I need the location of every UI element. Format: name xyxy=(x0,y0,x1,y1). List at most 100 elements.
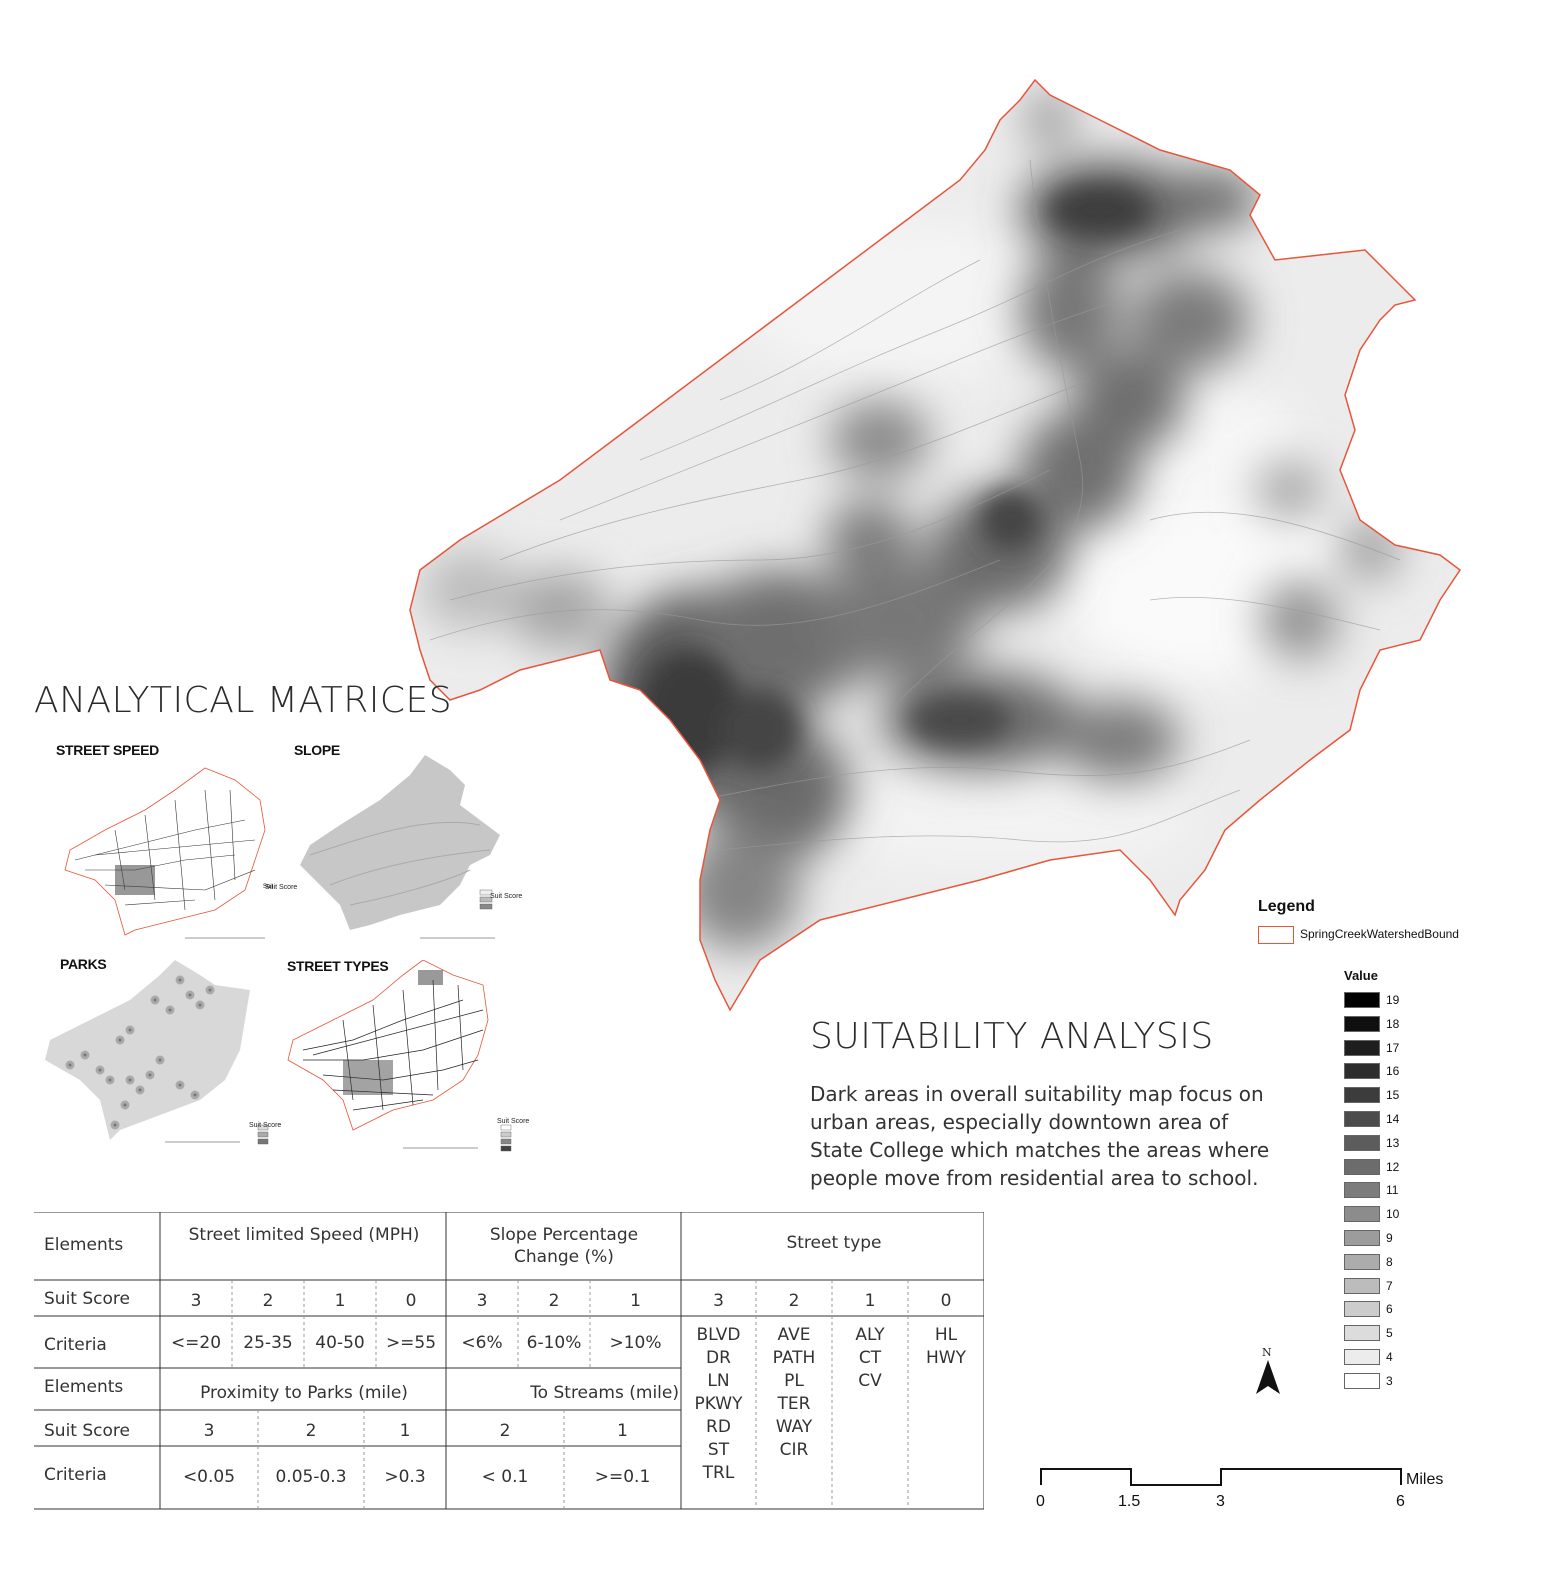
parks-map xyxy=(45,960,269,1145)
value-swatch xyxy=(1344,992,1380,1008)
value-label: 15 xyxy=(1386,1088,1400,1103)
street-type-code: BLVD xyxy=(696,1325,741,1345)
street-type-code: LN xyxy=(707,1371,730,1391)
value-swatch xyxy=(1344,1372,1380,1389)
value-swatch xyxy=(1344,1301,1380,1318)
suit-score-cell: 3 xyxy=(713,1291,724,1311)
street-type-code: HL xyxy=(934,1325,958,1345)
value-swatch xyxy=(1344,1111,1380,1127)
scale-tick-1: 1.5 xyxy=(1118,1493,1141,1510)
value-swatch xyxy=(1344,1253,1380,1270)
street-type-code: DR xyxy=(706,1348,731,1368)
suit-score-cell: 3 xyxy=(190,1291,202,1311)
value-label: 9 xyxy=(1386,1231,1393,1245)
elements-label: Elements xyxy=(44,1235,124,1255)
suit-score-cell: 1 xyxy=(334,1291,346,1311)
suit-score-label-2: Suit Score xyxy=(44,1421,130,1441)
scale-tick-0: 0 xyxy=(1036,1493,1045,1510)
value-label: 19 xyxy=(1386,993,1400,1007)
value-swatch xyxy=(1344,1230,1380,1246)
slope-legend-label: Suit Score xyxy=(490,893,523,900)
suit-score-cell: 0 xyxy=(940,1291,952,1311)
street-speed-legend-label: Suit Score xyxy=(265,884,298,891)
value-swatch xyxy=(1344,1277,1380,1294)
value-label: 8 xyxy=(1386,1254,1393,1269)
boundary-label: SpringCreekWatershedBound xyxy=(1300,927,1459,941)
value-label: 6 xyxy=(1386,1302,1393,1317)
value-swatch xyxy=(1344,1182,1380,1199)
value-swatch xyxy=(1344,1158,1380,1175)
criteria-cell: >=0.1 xyxy=(594,1467,651,1487)
street-type-code: HWY xyxy=(926,1348,966,1368)
street-types-title: STREET TYPES xyxy=(287,958,389,974)
criteria-cell: <6% xyxy=(461,1333,503,1353)
elements-label-2: Elements xyxy=(44,1377,124,1397)
group-parks: Proximity to Parks (mile) xyxy=(200,1383,408,1403)
street-speed-legend-title: Suit Score xyxy=(263,884,275,890)
suit-score-cell: 3 xyxy=(203,1421,215,1441)
value-swatch xyxy=(1344,1087,1380,1104)
group-street-speed: Street limited Speed (MPH) xyxy=(188,1225,420,1245)
criteria-cell: 40-50 xyxy=(315,1333,365,1353)
value-label: 13 xyxy=(1386,1135,1400,1150)
value-label: 5 xyxy=(1386,1326,1393,1341)
criteria-cell: 25-35 xyxy=(243,1333,293,1353)
group-slope: Slope Percentage Change (%) xyxy=(489,1225,639,1267)
street-type-code: PL xyxy=(784,1371,804,1391)
suit-score-cell: 2 xyxy=(788,1291,800,1311)
suit-score-cell: 2 xyxy=(499,1421,511,1441)
suit-score-cell: 0 xyxy=(405,1291,417,1311)
street-type-code: PKWY xyxy=(694,1394,743,1414)
criteria-cell: 6-10% xyxy=(526,1333,582,1353)
street-type-code: TRL xyxy=(702,1463,735,1483)
value-label: 16 xyxy=(1386,1064,1400,1079)
street-type-code: CIR xyxy=(779,1440,809,1460)
suit-score-cell: 1 xyxy=(399,1421,411,1441)
north-arrow-icon xyxy=(1256,1360,1280,1394)
street-speed-title: STREET SPEED xyxy=(56,742,159,758)
street-type-code: ST xyxy=(707,1440,730,1460)
street-type-code: PATH xyxy=(772,1348,816,1368)
value-swatch xyxy=(1344,1325,1380,1342)
scale-bar: 0 1.5 3 6 Miles xyxy=(1036,1465,1460,1525)
suit-score-label: Suit Score xyxy=(44,1289,130,1309)
slope-map xyxy=(300,755,500,939)
boundary-swatch xyxy=(1258,926,1294,944)
suitability-description: Dark areas in overall suitability map fo… xyxy=(810,1082,1270,1190)
parks-title: PARKS xyxy=(60,956,107,972)
watershed-boundary xyxy=(409,78,1462,1012)
value-swatch xyxy=(1344,1039,1380,1056)
value-swatch xyxy=(1344,1063,1380,1080)
criteria-cell: >0.3 xyxy=(384,1467,426,1487)
street-type-code: CT xyxy=(858,1348,882,1368)
street-type-code: RD xyxy=(706,1417,731,1437)
suit-score-cell: 2 xyxy=(548,1291,560,1311)
suit-score-cell: 1 xyxy=(617,1421,628,1441)
value-label: 4 xyxy=(1386,1350,1393,1364)
value-title: Value xyxy=(1344,968,1378,983)
suit-score-cell: 1 xyxy=(864,1291,876,1311)
group-streams: To Streams (mile) xyxy=(530,1383,679,1403)
value-swatch xyxy=(1344,1015,1380,1032)
north-label: N xyxy=(1262,1346,1272,1359)
suit-score-cell: 1 xyxy=(630,1291,641,1311)
criteria-label: Criteria xyxy=(44,1335,107,1355)
criteria-cell: 0.05-0.3 xyxy=(275,1467,347,1487)
criteria-cell: <0.05 xyxy=(182,1467,236,1487)
value-label: 7 xyxy=(1386,1278,1393,1293)
value-swatch xyxy=(1344,1349,1380,1365)
criteria-cell: >=55 xyxy=(385,1333,437,1353)
value-swatch xyxy=(1344,1134,1380,1151)
value-swatch xyxy=(1344,1206,1380,1223)
suit-score-cell: 2 xyxy=(305,1421,317,1441)
street-type-code: CV xyxy=(858,1371,882,1391)
value-label: 3 xyxy=(1386,1373,1393,1388)
analytical-matrices-title: ANALYTICAL MATRICES xyxy=(34,680,453,721)
street-type-code: ALY xyxy=(855,1325,885,1345)
suit-score-cell: 3 xyxy=(476,1291,488,1311)
value-label: 17 xyxy=(1386,1040,1400,1055)
scale-tick-3: 6 xyxy=(1396,1493,1405,1510)
suit-score-cell: 2 xyxy=(262,1291,274,1311)
criteria-cell: <=20 xyxy=(170,1333,222,1353)
